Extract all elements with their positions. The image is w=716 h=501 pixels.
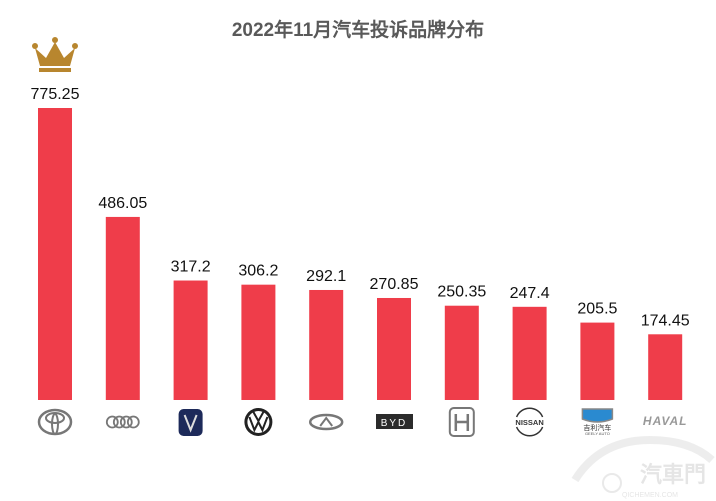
watermark-url: QICHEMEN.COM bbox=[622, 492, 678, 499]
bar bbox=[173, 280, 208, 400]
bar bbox=[38, 108, 72, 400]
data-label: 205.5 bbox=[577, 301, 617, 318]
nissan-logo: NISSAN bbox=[515, 407, 544, 437]
data-label: 292.1 bbox=[306, 268, 346, 285]
data-label: 174.45 bbox=[641, 312, 690, 329]
bar bbox=[105, 216, 140, 400]
data-label: 486.05 bbox=[98, 195, 147, 212]
bar bbox=[241, 284, 276, 400]
bar bbox=[377, 297, 411, 400]
bar bbox=[648, 334, 683, 400]
data-label: 270.85 bbox=[370, 276, 419, 293]
data-label: 247.4 bbox=[510, 285, 550, 302]
crown-icon bbox=[32, 37, 78, 72]
svg-text:BYD: BYD bbox=[381, 418, 408, 429]
toyota-logo bbox=[37, 408, 73, 436]
bar bbox=[580, 322, 615, 400]
data-label: 250.35 bbox=[437, 284, 486, 301]
svg-text:HAVAL: HAVAL bbox=[643, 414, 688, 428]
audi-logo bbox=[105, 415, 140, 429]
volkswagen-logo bbox=[244, 408, 273, 436]
changan-logo bbox=[178, 409, 203, 436]
honda-logo bbox=[448, 407, 475, 437]
haval-logo: HAVAL bbox=[643, 414, 688, 428]
data-label: 775.25 bbox=[31, 86, 80, 103]
byd-logo: BYD bbox=[376, 414, 413, 429]
svg-text:吉利汽车: 吉利汽车 bbox=[583, 423, 611, 432]
data-label: 306.2 bbox=[238, 263, 278, 280]
watermark: 汽車門 QICHEMEN.COM bbox=[571, 435, 715, 499]
watermark-text: 汽車門 bbox=[640, 462, 706, 487]
svg-text:GEELY AUTO: GEELY AUTO bbox=[585, 431, 610, 436]
bar bbox=[512, 306, 547, 400]
chart-title: 2022年11月汽车投诉品牌分布 bbox=[232, 18, 484, 41]
data-label: 317.2 bbox=[171, 259, 211, 276]
chery-logo bbox=[308, 413, 344, 431]
svg-text:NISSAN: NISSAN bbox=[515, 418, 543, 427]
bar bbox=[309, 289, 344, 400]
bar bbox=[444, 305, 479, 400]
